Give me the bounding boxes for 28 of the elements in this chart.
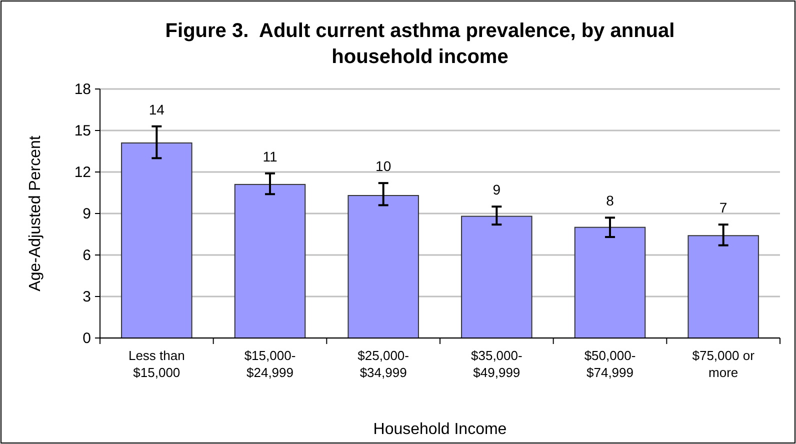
data-label: 8 [606, 192, 614, 209]
x-tick-label: $35,000-$49,999 [471, 348, 522, 380]
y-tick-label: 0 [82, 330, 91, 347]
y-tick-label: 6 [82, 247, 91, 264]
y-tick-label: 18 [74, 81, 91, 98]
chart-title: Figure 3. Adult current asthma prevalence, by annual household income [165, 20, 675, 68]
x-tick-label: $75,000 or more [692, 348, 756, 380]
y-tick-label: 9 [82, 206, 91, 222]
bar [574, 226, 646, 338]
y-tick-label: 15 [74, 122, 91, 140]
y-tick-label: 12 [74, 164, 91, 181]
x-tick-label: Less than $15,000 [128, 348, 185, 380]
y-tick-label: 3 [82, 288, 91, 306]
data-label: 10 [376, 158, 392, 174]
x-tick-label: $25,000-$34,999 [358, 348, 409, 380]
data-label: 9 [492, 182, 501, 198]
bar [121, 142, 192, 338]
y-axis-title: Age-Adjusted Percent [27, 135, 44, 292]
x-tick-label: $50,000-$74,999 [584, 348, 636, 380]
bar [348, 195, 419, 338]
x-tick-label: $15,000-$24,999 [244, 348, 296, 380]
data-label: 11 [262, 148, 278, 164]
data-label: 14 [148, 101, 165, 118]
bar [461, 216, 532, 338]
bar [688, 235, 759, 338]
data-label: 7 [719, 200, 728, 216]
bar [234, 184, 306, 338]
x-axis-title: Household Income [373, 421, 507, 438]
